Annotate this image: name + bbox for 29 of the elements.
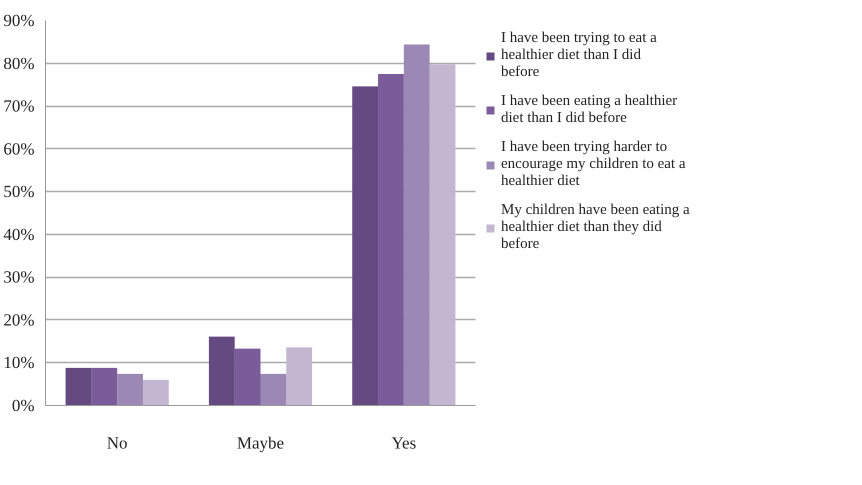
y-tick-label: 60% — [3, 139, 35, 158]
legend-label: My children have been eating a healthier diet than they did before — [501, 202, 690, 253]
bar — [286, 347, 312, 406]
bar — [66, 368, 92, 406]
y-tick-label: 30% — [3, 268, 35, 287]
bar — [430, 64, 456, 406]
bar — [117, 374, 143, 406]
y-tick-label: 70% — [3, 96, 35, 116]
y-tick-label: 0% — [12, 396, 35, 415]
y-tick-label: 10% — [3, 353, 35, 372]
y-tick-label: 40% — [3, 224, 35, 244]
bar — [404, 44, 430, 406]
legend-label: I have been trying to eat a healthier diet than I did before — [501, 30, 657, 81]
x-tick-label: Yes — [391, 434, 416, 452]
bar — [91, 368, 118, 406]
legend-label: I have been eating a healthier diet than I did before — [501, 93, 678, 127]
x-tick-label: No — [106, 434, 128, 452]
y-tick-label: 90% — [3, 11, 35, 30]
bar — [260, 374, 286, 406]
bar — [208, 336, 235, 406]
legend-label: I have been trying harder to encourage my children to eat a healthier diet — [501, 139, 686, 190]
y-tick-label: 20% — [3, 310, 35, 330]
bar — [352, 86, 378, 406]
y-tick-label: 50% — [3, 182, 35, 202]
bar — [234, 348, 260, 406]
bar — [378, 74, 404, 406]
y-tick-label: 80% — [3, 54, 35, 73]
bar — [142, 380, 169, 406]
x-tick-label: Maybe — [236, 434, 284, 452]
